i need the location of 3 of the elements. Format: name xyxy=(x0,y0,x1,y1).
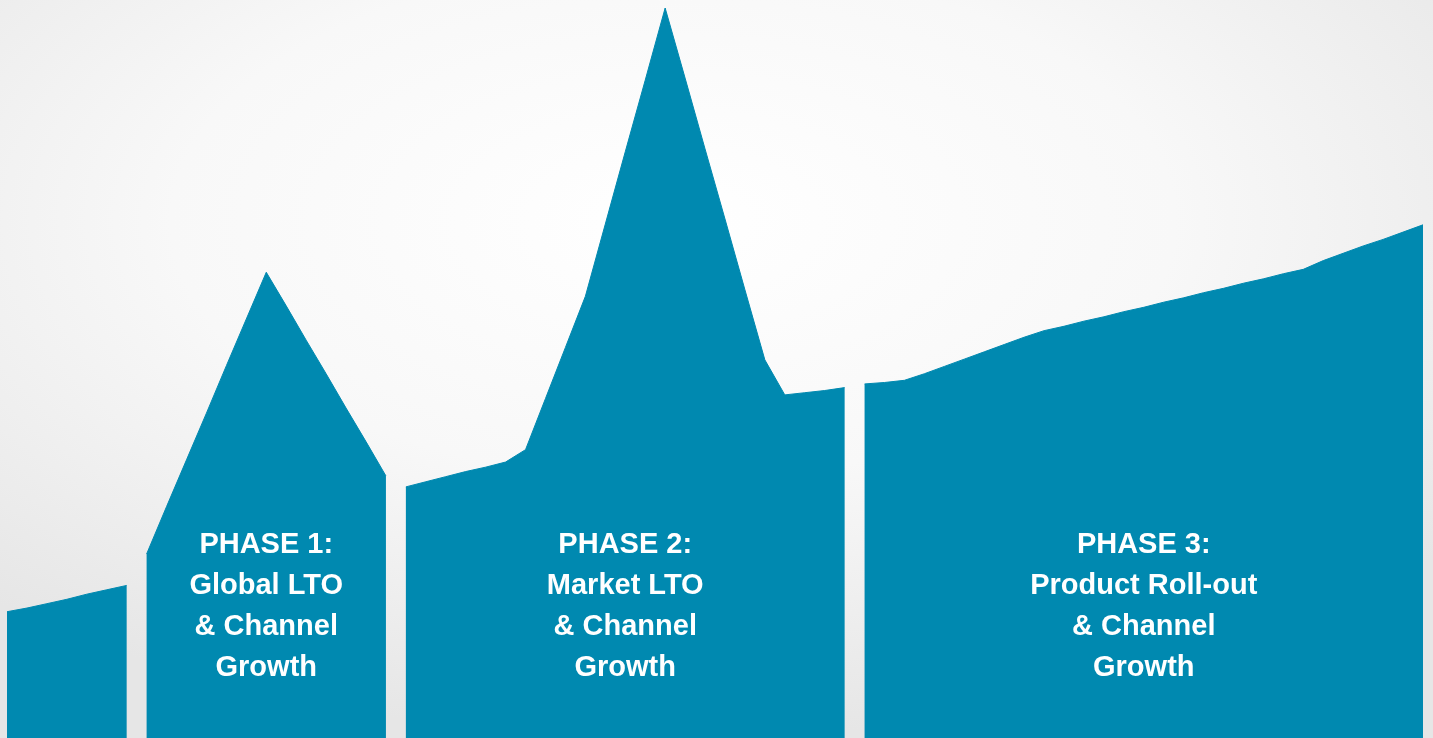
annotation: PHASE 1: Global LTO & Channel Growth xyxy=(189,527,344,682)
annotation: PHASE 3: Product Roll-out & Channel Growth xyxy=(1030,527,1258,682)
annotation: PHASE 2: Market LTO & Channel Growth xyxy=(546,527,704,682)
